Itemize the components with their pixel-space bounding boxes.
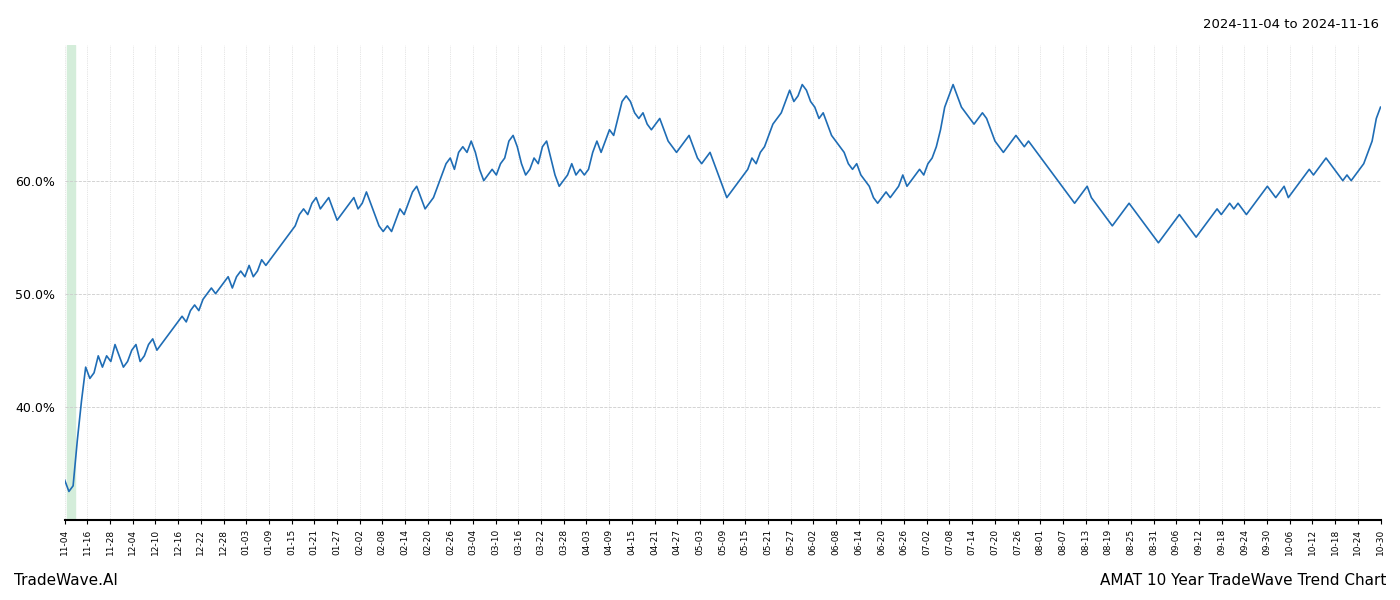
Text: TradeWave.AI: TradeWave.AI bbox=[14, 573, 118, 588]
Text: 2024-11-04 to 2024-11-16: 2024-11-04 to 2024-11-16 bbox=[1203, 18, 1379, 31]
Text: AMAT 10 Year TradeWave Trend Chart: AMAT 10 Year TradeWave Trend Chart bbox=[1099, 573, 1386, 588]
Bar bbox=[67, 45, 76, 520]
